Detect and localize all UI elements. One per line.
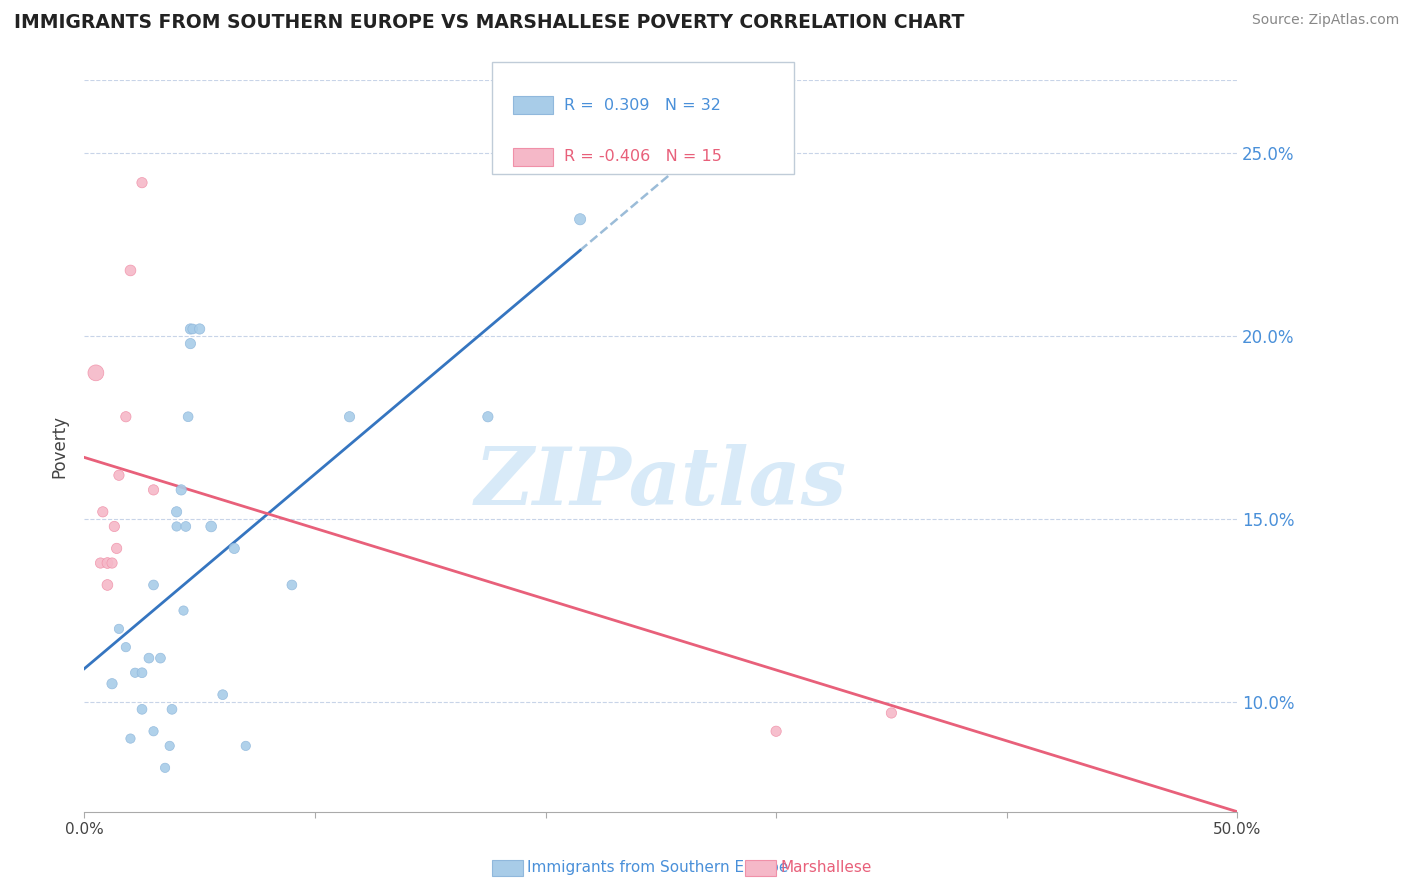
Point [124, 665, 146, 680]
Point [170, 483, 193, 497]
Point [131, 665, 153, 680]
Point [142, 724, 165, 739]
Point [108, 468, 131, 483]
Point [131, 176, 153, 190]
Point [166, 505, 188, 519]
Point [101, 556, 124, 570]
Point [96, 578, 118, 592]
Point [101, 676, 124, 690]
Point [281, 578, 304, 592]
Text: R =  0.309   N = 32: R = 0.309 N = 32 [564, 98, 721, 113]
Point [477, 409, 499, 424]
Point [84, 366, 107, 380]
Point [235, 739, 257, 753]
Point [108, 622, 131, 636]
Point [880, 706, 903, 720]
Point [115, 640, 138, 655]
Point [159, 739, 181, 753]
Text: ZIPatlas: ZIPatlas [475, 444, 846, 521]
Point [149, 651, 172, 665]
Point [174, 519, 197, 533]
Point [120, 731, 142, 746]
Point [103, 519, 125, 533]
Point [160, 702, 183, 716]
Point [211, 688, 233, 702]
Point [96, 556, 118, 570]
Point [142, 483, 165, 497]
Text: IMMIGRANTS FROM SOUTHERN EUROPE VS MARSHALLESE POVERTY CORRELATION CHART: IMMIGRANTS FROM SOUTHERN EUROPE VS MARSH… [14, 13, 965, 32]
Point [89, 556, 111, 570]
Point [142, 578, 165, 592]
Text: Immigrants from Southern Europe: Immigrants from Southern Europe [527, 860, 789, 874]
Point [765, 724, 787, 739]
Point [138, 651, 160, 665]
Text: Source: ZipAtlas.com: Source: ZipAtlas.com [1251, 13, 1399, 28]
Point [188, 322, 211, 336]
Point [339, 409, 361, 424]
Point [179, 336, 201, 351]
Point [131, 702, 153, 716]
Point [224, 541, 246, 556]
Y-axis label: Poverty: Poverty [51, 415, 69, 477]
Point [153, 761, 176, 775]
Point [120, 263, 142, 277]
Text: R = -0.406   N = 15: R = -0.406 N = 15 [564, 149, 721, 164]
Point [91, 505, 114, 519]
Point [177, 409, 200, 424]
Point [166, 519, 188, 533]
Point [179, 322, 201, 336]
Point [105, 541, 128, 556]
Point [200, 519, 222, 533]
Point [569, 212, 592, 227]
Point [181, 322, 204, 336]
Point [173, 603, 195, 617]
Point [115, 409, 138, 424]
Text: Marshallese: Marshallese [780, 860, 872, 874]
